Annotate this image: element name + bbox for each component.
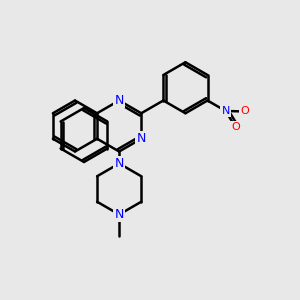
Text: N: N bbox=[136, 132, 146, 145]
Text: N: N bbox=[115, 208, 124, 221]
Text: N: N bbox=[115, 157, 124, 170]
Text: N: N bbox=[115, 94, 124, 107]
Text: O: O bbox=[231, 122, 240, 132]
Text: O: O bbox=[240, 106, 249, 116]
Text: N: N bbox=[221, 106, 230, 116]
